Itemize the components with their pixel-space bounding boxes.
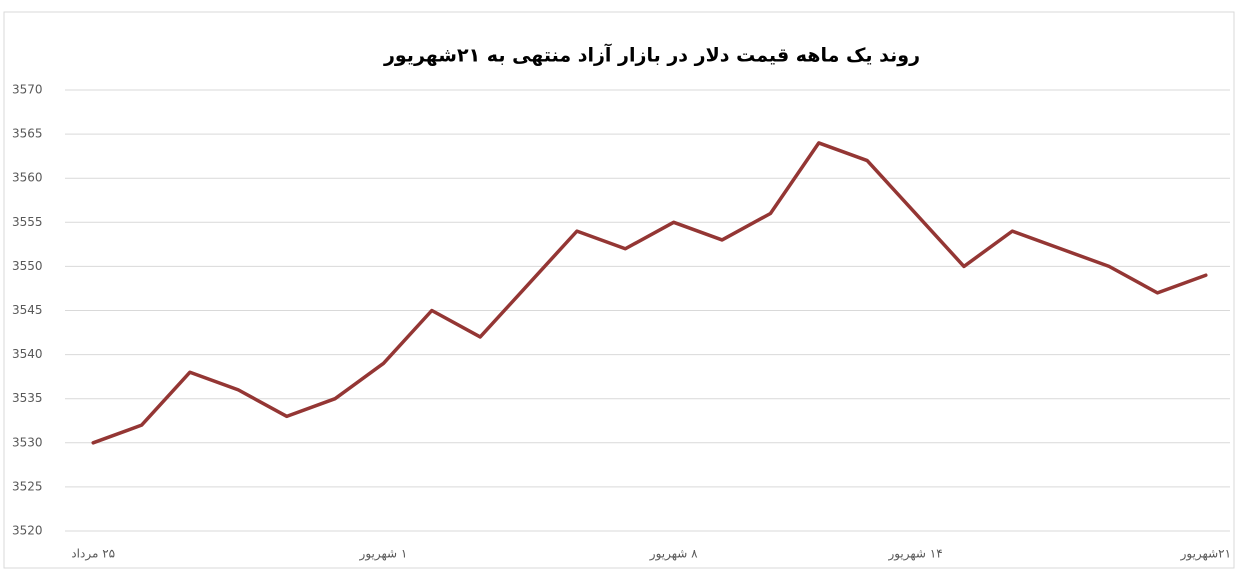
x-tick-label: ۱۴ شهریور: [887, 547, 942, 562]
y-tick-label: 3540: [12, 347, 43, 361]
chart-title: روند یک ماهه قیمت دلار در بازار آزاد منت…: [383, 43, 920, 67]
y-tick-label: 3525: [12, 479, 43, 493]
y-tick-label: 3570: [12, 83, 43, 97]
y-tick-label: 3535: [12, 391, 43, 405]
y-tick-label: 3555: [12, 215, 43, 229]
x-tick-label: ۱ شهریور: [359, 547, 408, 562]
x-tick-label: ۲۱شهریور: [1180, 547, 1231, 562]
line-series: [91, 141, 1208, 445]
chart-frame: [3, 11, 1235, 569]
y-tick-label: 3565: [12, 127, 43, 141]
x-tick-label: ۲۵ مرداد: [71, 547, 115, 562]
x-tick-label: ۸ شهریور: [649, 547, 698, 562]
y-tick-label: 3545: [12, 303, 43, 317]
y-tick-label: 3550: [12, 259, 43, 273]
y-tick-label: 3560: [12, 171, 43, 185]
y-tick-label: 3530: [12, 435, 43, 449]
y-tick-label: 3520: [12, 524, 43, 538]
